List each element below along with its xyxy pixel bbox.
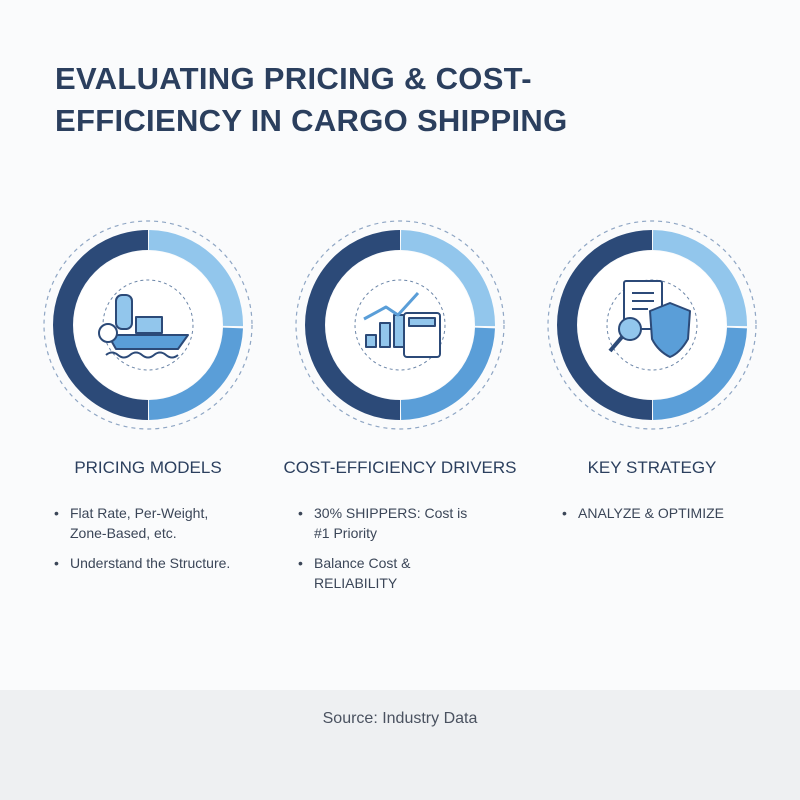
column-heading: PRICING MODELS: [74, 458, 222, 477]
icon-dashes: [354, 279, 446, 371]
ring-segment: [305, 230, 401, 420]
container: [135, 316, 163, 334]
title-line: EVALUATING PRICING & COST-: [55, 61, 532, 96]
source: Source: Industry Data: [322, 710, 478, 727]
bullet-list: Flat Rate, Per-Weight, Zone-Based, etc. U…: [54, 503, 244, 583]
coins: [115, 294, 133, 330]
bullet: Balance Cost & RELIABILITY: [298, 553, 478, 593]
bullet: 30% SHIPPERS: Cost is #1 Priority: [298, 503, 478, 543]
ring-outline: [547, 220, 757, 430]
bullet: Flat Rate, Per-Weight, Zone-Based, etc.: [54, 503, 244, 543]
handle: [608, 335, 624, 353]
ship: [107, 334, 189, 350]
ring-segment: [400, 230, 496, 327]
icon: [354, 279, 446, 371]
rings: [43, 220, 757, 430]
bullet: Understand the Structure.: [54, 553, 244, 573]
ring-segment: [148, 327, 243, 420]
bullet-list: ANALYZE & OPTIMIZE: [562, 503, 762, 533]
title: EVALUATING PRICING & COST- EFFICIENCY IN…: [55, 58, 568, 142]
calc-screen: [408, 317, 436, 327]
bullet: ANALYZE & OPTIMIZE: [562, 503, 762, 523]
doc-lines: [632, 292, 654, 310]
icon-dashes: [102, 279, 194, 371]
ring-segment: [400, 327, 495, 420]
bar-icon: [379, 322, 391, 348]
ring-outline: [43, 220, 253, 430]
ring-segment: [652, 230, 748, 327]
ring-segment: [148, 230, 244, 327]
footer: Source: Industry Data: [0, 690, 800, 800]
shield: [649, 302, 691, 358]
ring-segment: [652, 327, 747, 420]
bar-icon: [393, 314, 405, 348]
bar-icon: [365, 334, 377, 348]
column-heading: COST-EFFICIENCY DRIVERS: [283, 458, 517, 477]
dollar: [98, 323, 118, 343]
title-line: EFFICIENCY IN CARGO SHIPPING: [55, 103, 568, 138]
bullet-list: 30% SHIPPERS: Cost is #1 Priority Balance…: [298, 503, 478, 603]
ring-outline: [295, 220, 505, 430]
icon: [606, 279, 698, 371]
waves: [105, 351, 179, 359]
ring-segment: [53, 230, 149, 420]
magnifier: [618, 317, 642, 341]
icon: [98, 279, 194, 371]
trend: [363, 291, 420, 321]
column-heading: KEY STRATEGY: [587, 458, 717, 477]
ring-segment: [557, 230, 653, 420]
